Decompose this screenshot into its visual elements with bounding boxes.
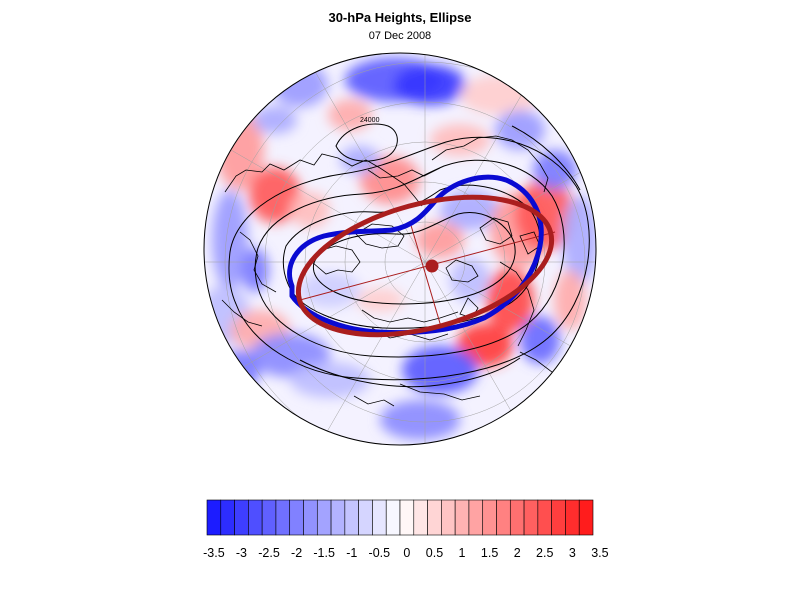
map-title: 30-hPa Heights, Ellipse [328,10,472,25]
anomaly-patch [290,362,370,398]
colorbar-box [344,499,359,536]
colorbar-box [523,499,539,536]
meridian-line [204,131,426,263]
map-date: 07 Dec 2008 [368,30,432,42]
colorbar-tick-label: -1 [346,546,357,560]
colorbar-tick-label: -1.5 [313,546,335,560]
colorbar-tick-label: 0 [403,546,410,560]
anomaly-patch [394,65,466,105]
contour-line [299,357,521,388]
meridian-line [424,261,596,393]
colorbar-box [496,499,511,536]
anomaly-patch [212,190,248,290]
meridian-line [424,261,556,445]
colorbar-box [372,499,387,536]
colorbar-box [427,499,442,536]
meridian-line [424,131,596,263]
colorbar-box [441,499,456,536]
anomaly-patch [554,270,586,330]
anomaly-patch [533,150,577,190]
colorbar-box [234,499,249,536]
colorbar-box [578,499,594,536]
colorbar-tick-label: -3.5 [203,546,225,560]
colorbar-boxes [206,499,594,536]
vortex-centroid [425,259,439,273]
colorbar-tick-label: -0.5 [369,546,391,560]
colorbar-box [468,499,484,536]
anomaly-patch [520,316,560,364]
anomaly-patch [416,222,464,258]
colorbar-box [303,499,318,536]
colorbar-box [551,499,566,536]
contour-label: 24000 [360,117,380,124]
anomaly-patch [253,106,297,134]
anomaly-patch [356,288,404,312]
contour-line [511,125,581,191]
colorbar-tick-label: 1 [459,546,466,560]
globe-outline [203,52,597,446]
fitted-ellipse [295,194,555,338]
colorbar-box [537,499,552,536]
anomaly-patch [380,400,460,440]
anomaly-patch [562,195,596,285]
colorbar-tick-labels: -3.5 -3 -2.5 -2 -1.5 -1 -0.5 0 0.5 1 1.5 2 2.5 3 3.5 [203,546,609,560]
colorbar-tick-label: 2 [514,546,521,560]
colorbar-box [454,499,470,536]
colorbar-tick-label: -3 [236,546,247,560]
colorbar-box [261,499,277,536]
colorbar-box [289,499,304,536]
colorbar-box [399,499,415,536]
contour-line [228,136,590,381]
colorbar-box [206,499,222,536]
colorbar-tick-label: -2.5 [258,546,280,560]
colorbar-tick-label: 3.5 [591,546,608,560]
colorbar-box [385,499,401,536]
colorbar-box [220,499,235,536]
colorbar-box [413,499,428,536]
colorbar-tick-label: -2 [291,546,302,560]
contour-line [312,212,516,305]
colorbar-tick-label: 3 [569,546,576,560]
meridian-line [294,261,426,445]
colorbar-tick-label: 1.5 [481,546,498,560]
colorbar-box [248,499,263,536]
anomaly-patch [450,258,490,302]
anomaly-patch [249,167,301,223]
colorbar-box [275,499,291,536]
colorbar-box [509,499,525,536]
colorbar-box [330,499,346,536]
colorbar-box [482,499,497,536]
colorbar-box [565,499,580,536]
anomaly-patch [430,124,490,156]
anomaly-patch [328,99,372,131]
colorbar-tick-label: 0.5 [426,546,443,560]
contour-line [254,159,565,358]
colorbar-box [358,499,373,536]
contour-line [335,123,398,162]
colorbar-tick-label: 2.5 [536,546,553,560]
colorbar-box [316,499,332,536]
